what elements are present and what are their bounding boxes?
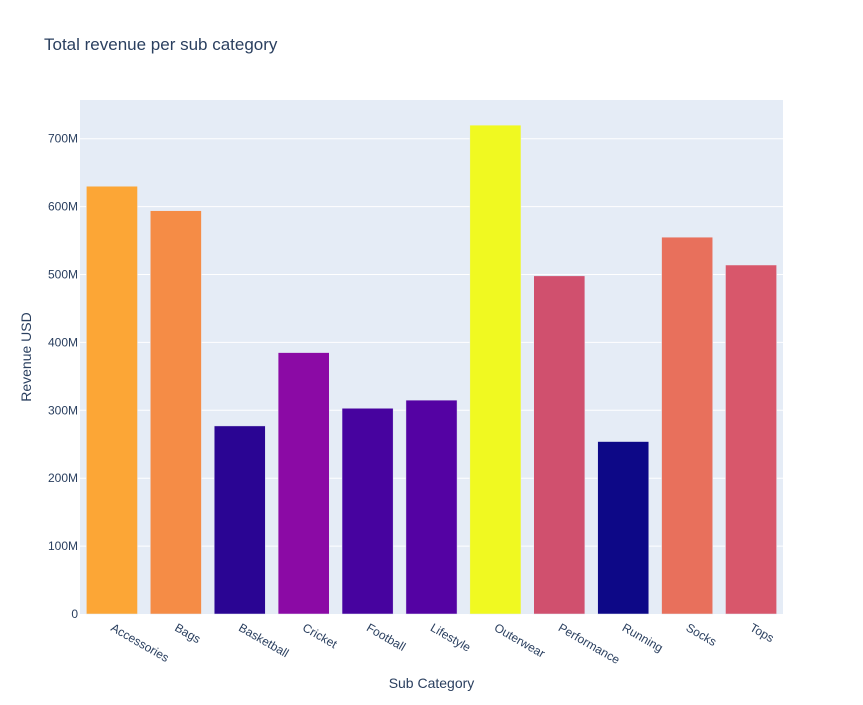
bar-performance[interactable]	[533, 275, 586, 615]
x-tick-label: Outerwear	[492, 620, 548, 660]
x-axis-ticks: Accessories Bags Basketball Cricket Football…	[108, 620, 776, 667]
x-tick-label: Socks	[684, 620, 719, 648]
x-tick-label: Cricket	[300, 620, 340, 651]
bar-bags[interactable]	[150, 210, 202, 615]
y-tick-label: 700M	[48, 132, 78, 146]
x-tick-label: Accessories	[108, 620, 171, 664]
x-tick-label: Tops	[748, 620, 777, 645]
y-tick-label: 300M	[48, 403, 78, 417]
x-tick-label: Bags	[172, 620, 203, 646]
x-tick-label: Lifestyle	[428, 620, 473, 654]
y-tick-label: 400M	[48, 335, 78, 349]
bar-basketball[interactable]	[213, 425, 266, 615]
x-tick-label: Basketball	[236, 620, 291, 660]
x-axis-title: Sub Category	[389, 675, 475, 691]
bar-accessories[interactable]	[86, 185, 138, 615]
bars	[86, 124, 777, 615]
bar-cricket[interactable]	[277, 352, 330, 615]
x-tick-label: Running	[620, 620, 666, 654]
bar-lifestyle[interactable]	[405, 399, 458, 615]
bar-outerwear[interactable]	[469, 124, 522, 615]
y-tick-label: 600M	[48, 200, 78, 214]
bar-football[interactable]	[341, 408, 394, 615]
bar-socks[interactable]	[661, 236, 713, 615]
y-tick-label: 500M	[48, 268, 78, 282]
y-tick-label: 0	[71, 607, 78, 621]
chart-title: Total revenue per sub category	[44, 35, 278, 54]
x-tick-label: Performance	[556, 620, 623, 667]
y-tick-label: 100M	[48, 539, 78, 553]
y-axis-ticks: 0 100M 200M 300M 400M 500M 600M 700M	[48, 132, 78, 621]
x-tick-label: Football	[364, 620, 408, 653]
y-axis-title: Revenue USD	[18, 312, 34, 402]
y-tick-label: 200M	[48, 471, 78, 485]
bar-tops[interactable]	[725, 264, 777, 615]
bar-running[interactable]	[597, 441, 650, 615]
